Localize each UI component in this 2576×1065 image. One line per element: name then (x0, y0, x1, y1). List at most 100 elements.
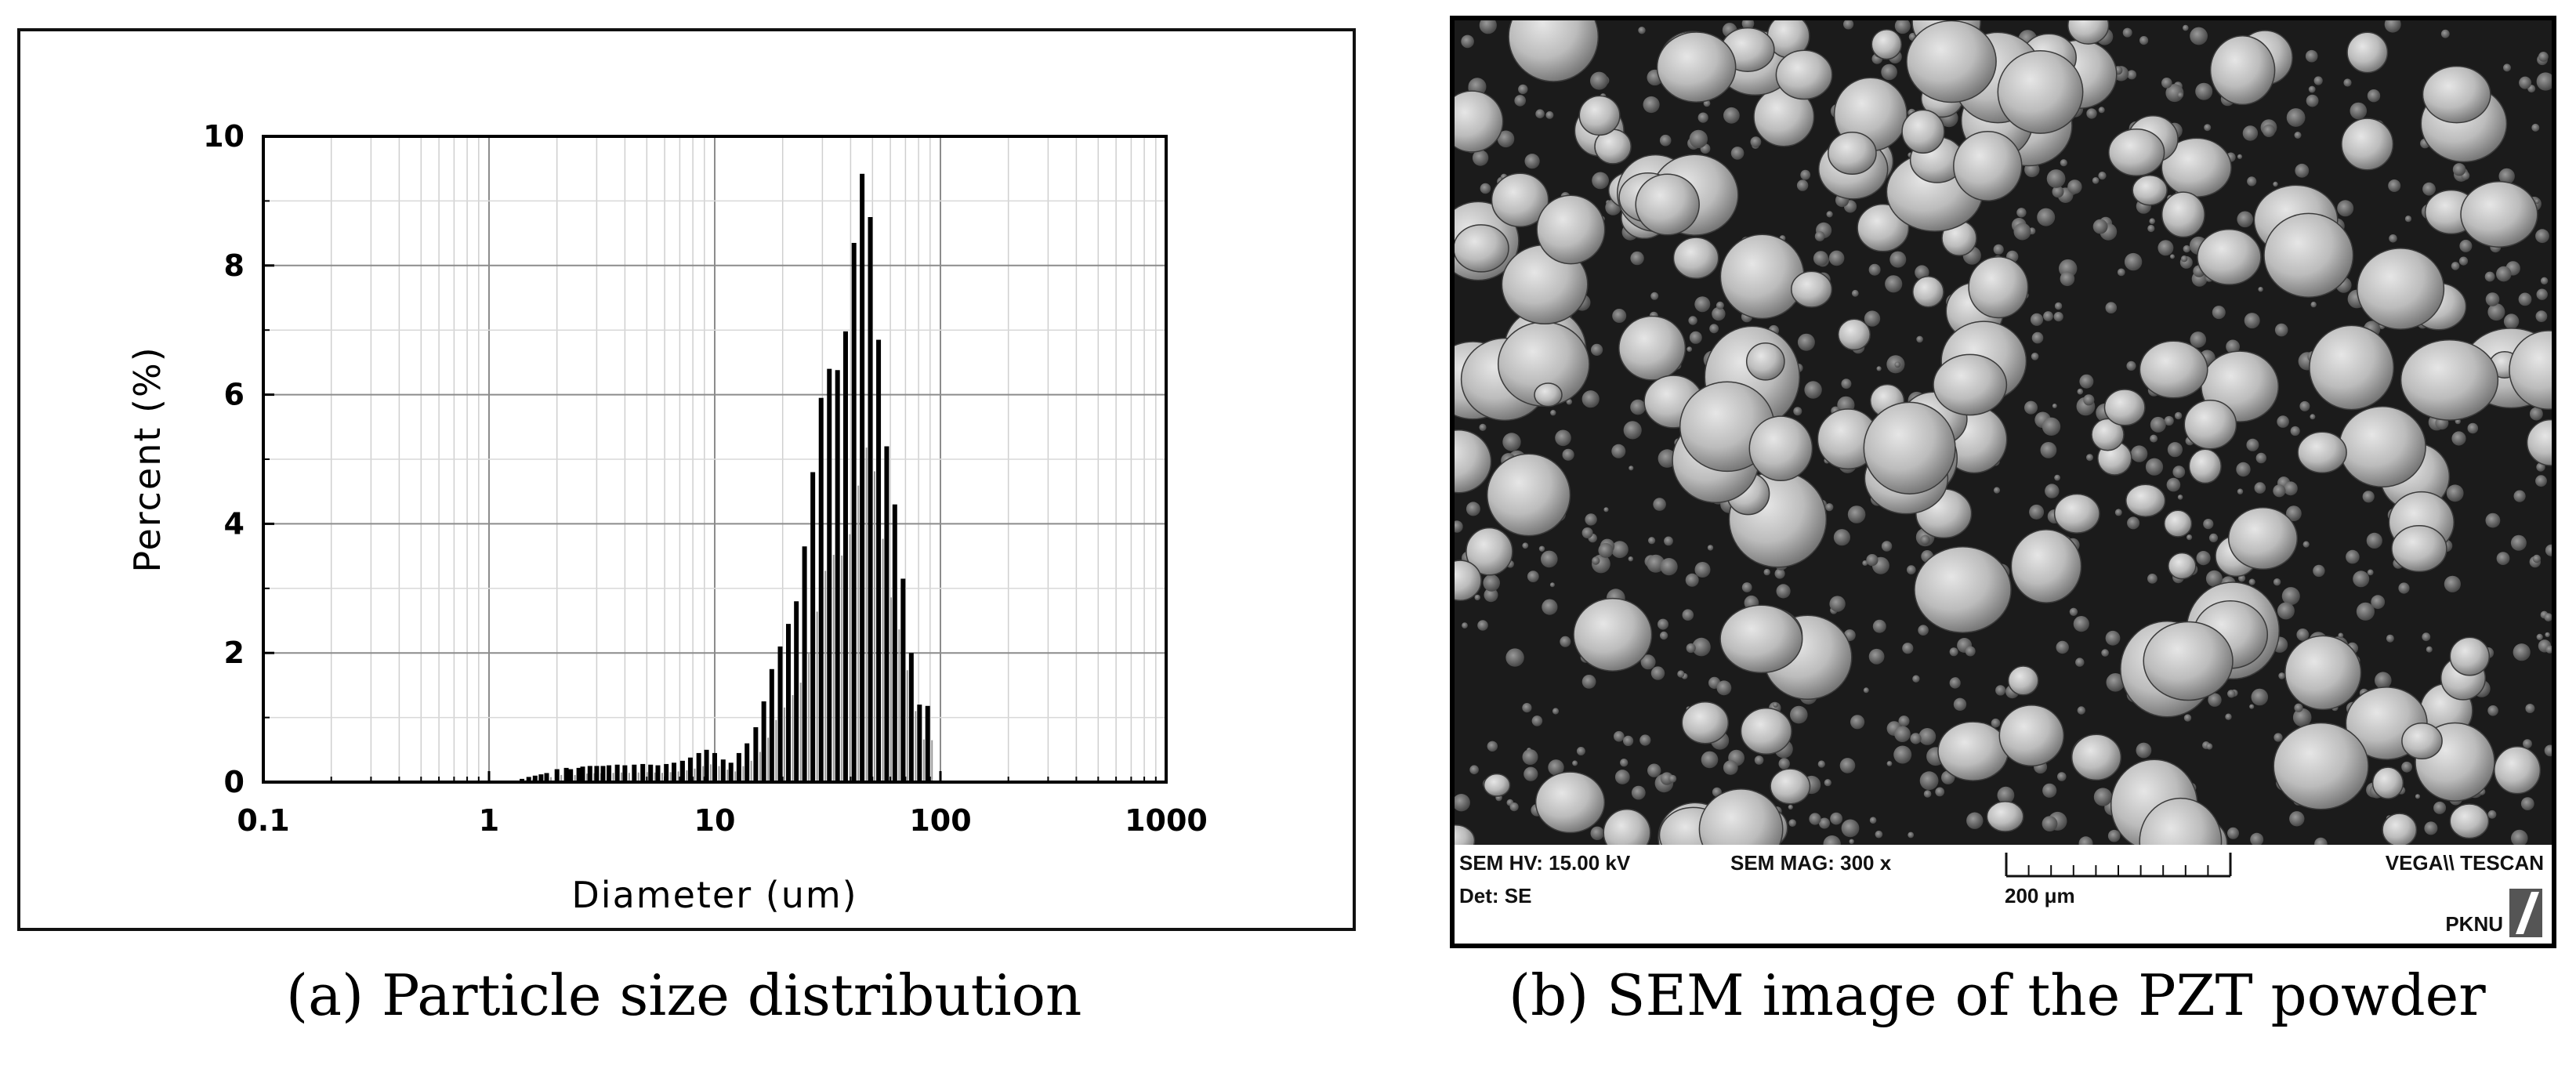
large-particle (2263, 212, 2354, 298)
small-particle (2127, 70, 2137, 80)
small-particle (2459, 239, 2473, 252)
small-particle (1592, 172, 1609, 190)
small-particle (1659, 631, 1668, 640)
small-particle (1552, 708, 1560, 715)
small-particle (2284, 481, 2298, 496)
small-particle (2367, 569, 2374, 576)
small-particle (2203, 519, 2214, 530)
small-particle (1830, 812, 1842, 825)
bar-shadow (849, 534, 851, 782)
large-particle (2103, 389, 2146, 426)
small-particle (1965, 646, 1976, 657)
small-particle (2440, 29, 2450, 38)
small-particle (2187, 534, 2193, 541)
small-particle (1793, 407, 1802, 416)
small-particle (1902, 643, 1914, 654)
small-particle (1894, 361, 1901, 368)
small-particle (2105, 630, 2121, 646)
large-particle (2125, 484, 2166, 517)
large-particle (1933, 353, 2008, 416)
bar (526, 777, 531, 782)
small-particle (1647, 554, 1665, 573)
bar-shadow (784, 707, 786, 782)
bar (925, 705, 930, 782)
bar-shadow (906, 670, 908, 782)
small-particle (2093, 788, 2112, 806)
bar-shadow (931, 740, 933, 782)
small-particle (2251, 688, 2269, 706)
small-particle (2310, 301, 2317, 308)
small-particle (2398, 582, 2410, 594)
small-particle (2237, 211, 2253, 228)
small-particle (2451, 431, 2466, 446)
bar (568, 769, 574, 782)
small-particle (1686, 643, 1696, 654)
small-particle (1592, 556, 1600, 565)
small-particle (2105, 302, 2118, 314)
small-particle (1531, 715, 1543, 726)
large-particle (2494, 746, 2542, 795)
bar-shadow (612, 773, 614, 782)
small-particle (1953, 697, 1967, 711)
small-particle (2295, 163, 2310, 178)
small-particle (1862, 560, 1868, 566)
bars (520, 173, 941, 783)
bar (794, 601, 799, 782)
small-particle (1889, 251, 1907, 268)
large-particle (2309, 324, 2395, 411)
small-particle (2273, 733, 2283, 742)
small-particle (1548, 759, 1564, 776)
small-particle (1689, 331, 1702, 344)
small-particle (1995, 685, 2006, 696)
bar-shadow (734, 771, 737, 782)
large-particle (1534, 771, 1606, 834)
small-particle (1885, 275, 1903, 293)
small-particle (2054, 474, 2060, 481)
small-particle (1650, 292, 1659, 300)
bar (664, 763, 669, 782)
small-particle (1643, 96, 1660, 114)
large-particle (1740, 708, 1792, 755)
large-particle (2227, 506, 2299, 571)
small-particle (2496, 266, 2512, 282)
small-particle (2350, 102, 2368, 120)
small-particle (2510, 534, 2527, 551)
small-particle (1893, 745, 1912, 764)
small-particle (1712, 306, 1726, 321)
small-particle (1455, 794, 1470, 812)
small-particle (1825, 503, 1834, 512)
small-particle (2544, 613, 2552, 621)
small-particle (1875, 830, 1883, 839)
small-particle (2313, 76, 2323, 85)
large-particle (1912, 275, 1944, 308)
small-particle (2356, 602, 2375, 621)
small-particle (2060, 159, 2067, 167)
small-particle (1581, 675, 1596, 689)
small-particle (2237, 488, 2244, 494)
bar-shadow (841, 555, 843, 782)
small-particle (2254, 482, 2266, 494)
small-particle (1658, 449, 1677, 468)
small-particle (1723, 107, 1740, 124)
small-particle (2258, 287, 2263, 292)
small-particle (1894, 726, 1911, 742)
small-particle (2114, 509, 2122, 516)
small-particle (2166, 477, 2181, 492)
small-particle (1484, 588, 1498, 603)
bar (687, 757, 693, 782)
small-particle (1716, 680, 1732, 696)
small-particle (2150, 416, 2166, 433)
bar (655, 765, 661, 782)
small-particle (1993, 487, 2001, 494)
small-particle (1497, 130, 1515, 148)
large-particle (1455, 429, 1492, 494)
bar (892, 504, 897, 782)
small-particle (1809, 813, 1821, 825)
small-particle (1919, 771, 1939, 791)
small-particle (2077, 388, 2084, 395)
small-particle (1677, 670, 1685, 678)
sem-info-bar: SEM HV: 15.00 kV SEM MAG: 300 x Det: SE … (1455, 845, 2552, 944)
large-particle (1508, 20, 1600, 82)
small-particle (2212, 306, 2226, 320)
small-particle (2170, 254, 2175, 259)
